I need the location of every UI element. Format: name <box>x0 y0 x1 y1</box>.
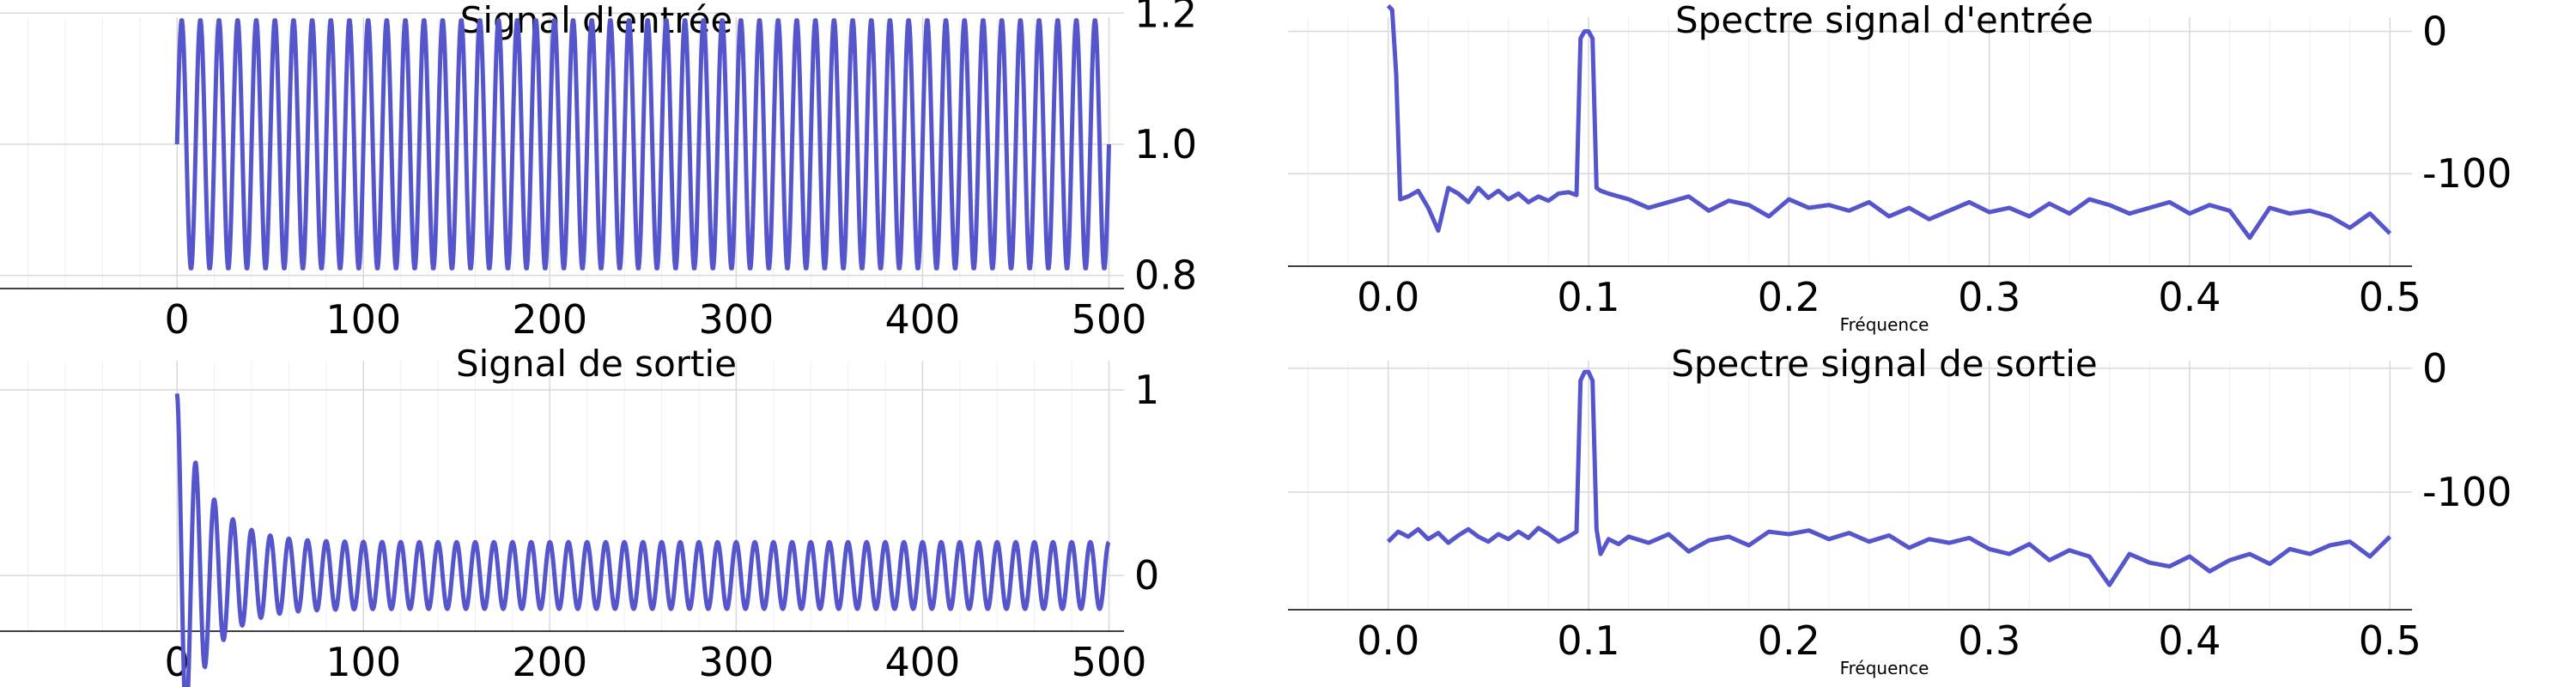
y-tick-label: 0 <box>2422 8 2447 54</box>
x-tick-label: 0.0 <box>1357 617 1419 664</box>
x-tick-label: 400 <box>885 639 961 685</box>
x-tick-label: 200 <box>512 296 587 343</box>
series-line <box>1386 369 2392 587</box>
x-tick-label: 0.4 <box>2158 617 2221 664</box>
x-tick-label: 0.3 <box>1958 617 2020 664</box>
x-tick-label: 400 <box>885 296 961 343</box>
chart-title: Spectre signal de sortie <box>1671 343 2098 385</box>
chart-title: Signal de sortie <box>456 343 737 385</box>
y-tick-label: -100 <box>2422 469 2512 515</box>
x-tick-label: 0.0 <box>1357 274 1419 320</box>
x-tick-label: 0.5 <box>2359 617 2421 664</box>
series-line <box>174 393 1111 687</box>
x-tick-label: 300 <box>698 296 774 343</box>
x-tick-label: 300 <box>698 639 774 685</box>
series-line <box>1386 3 2392 240</box>
series-line <box>174 18 1111 271</box>
y-tick-label: 0 <box>1134 552 1159 599</box>
y-tick-label: 0.8 <box>1134 252 1197 299</box>
x-tick-label: 0.4 <box>2158 274 2221 320</box>
x-axis-label: Fréquence <box>1840 314 1929 335</box>
chart-title: Spectre signal d'entrée <box>1675 0 2093 41</box>
y-tick-label: -100 <box>2422 150 2512 197</box>
x-axis-label: Fréquence <box>1840 658 1929 678</box>
x-tick-label: 0.2 <box>1758 617 1820 664</box>
x-tick-label: 0.2 <box>1758 274 1820 320</box>
x-tick-label: 0 <box>165 296 190 343</box>
x-tick-label: 200 <box>512 639 587 685</box>
x-tick-label: 100 <box>325 296 401 343</box>
x-tick-label: 100 <box>325 639 401 685</box>
y-tick-label: 0 <box>2422 345 2447 392</box>
x-tick-label: 500 <box>1072 639 1147 685</box>
chart-panel-4: 0.0 0.1 0.2 0.3 0.4 0.5 0 -100 Spectre signal de… <box>1288 343 2512 678</box>
x-tick-label: 0.5 <box>2359 274 2421 320</box>
x-tick-label: 500 <box>1072 296 1147 343</box>
y-tick-label: 1 <box>1134 367 1159 413</box>
y-tick-label: 1.2 <box>1134 0 1197 36</box>
x-tick-label: 0.1 <box>1557 617 1619 664</box>
y-tick-label: 1.0 <box>1134 121 1197 167</box>
chart-panel-2: 0.0 0.1 0.2 0.3 0.4 0.5 0 -100 Spectre signal d'… <box>1288 0 2512 335</box>
x-tick-label: 0.1 <box>1557 274 1619 320</box>
x-tick-label: 0.3 <box>1958 274 2020 320</box>
